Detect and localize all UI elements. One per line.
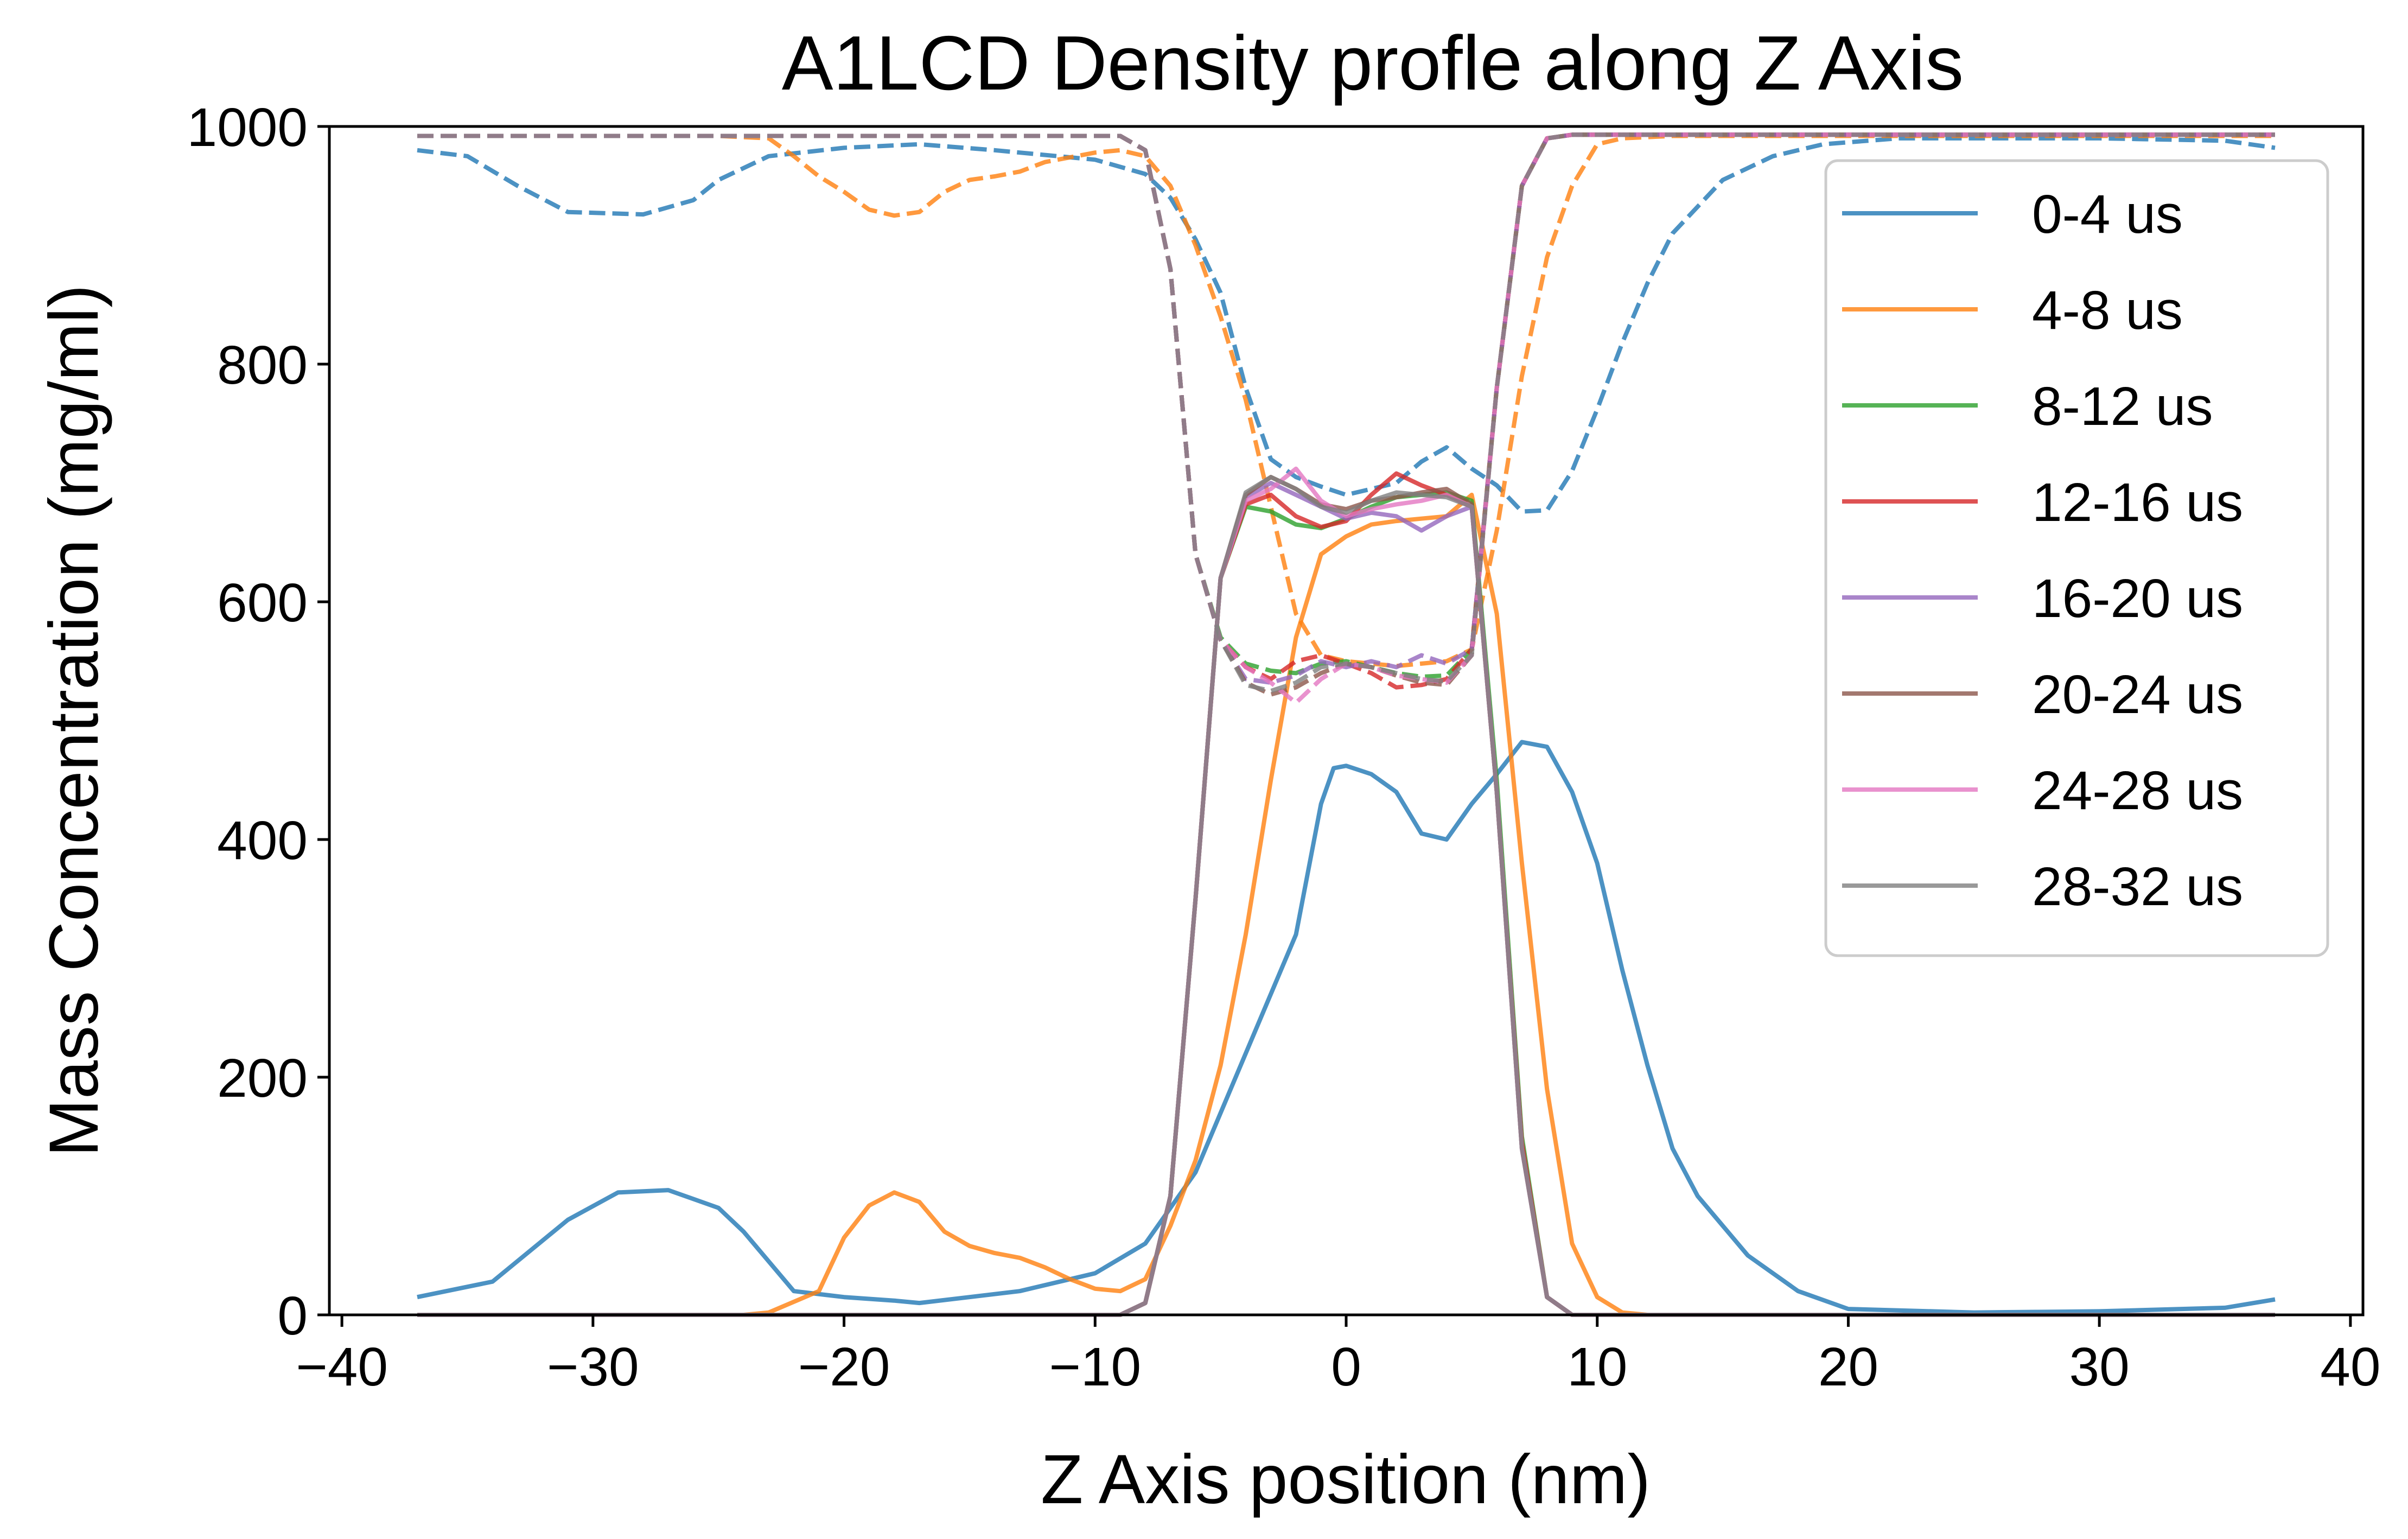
x-tick-label: −40 (296, 1337, 388, 1397)
legend-box (1824, 159, 2329, 957)
y-tick-label: 0 (277, 1286, 308, 1346)
x-tick-label: 20 (1818, 1337, 1878, 1397)
y-tick-label: 1000 (187, 97, 308, 158)
x-tick-label: −20 (798, 1337, 890, 1397)
series-line-0-4-us-solid (417, 740, 2276, 1315)
series-line-0-4-us-dashed (417, 136, 2276, 514)
series-line-28-32-us-dashed (417, 132, 2275, 694)
x-tick-label: −10 (1049, 1337, 1141, 1397)
x-tick-label: 40 (2320, 1337, 2380, 1397)
legend-label: 16-20 us (2032, 568, 2243, 629)
legend-label: 8-12 us (2032, 376, 2213, 437)
x-tick-label: 10 (1567, 1337, 1627, 1397)
x-tick-label: 30 (2069, 1337, 2130, 1397)
y-tick-label: 200 (217, 1048, 308, 1109)
y-axis-label: Mass Concentration (mg/ml) (35, 284, 113, 1157)
legend: 0-4 us 4-8 us 8-12 us 12-16 us 16-20 us 20-24… (1824, 159, 2329, 957)
y-tick-label: 400 (217, 810, 308, 871)
legend-label: 4-8 us (2032, 280, 2183, 341)
plot-lines (417, 132, 2276, 1317)
y-tick-label: 600 (217, 573, 308, 633)
chart-title: A1LCD Density profle along Z Axis (782, 20, 1964, 106)
series-line-4-8-us-dashed (417, 133, 2275, 669)
legend-label: 28-32 us (2032, 856, 2243, 917)
legend-label: 24-28 us (2032, 760, 2243, 821)
x-axis-label: Z Axis position (nm) (1041, 1441, 1651, 1518)
y-tick-label: 800 (217, 335, 308, 396)
series-line-28-32-us-solid (417, 475, 2275, 1317)
x-axis-ticks: −40 −30 −20 −10 0 10 20 30 40 (296, 1315, 2380, 1397)
legend-items: 0-4 us 4-8 us 8-12 us 12-16 us 16-20 us 20-24… (1842, 184, 2243, 917)
series-line-4-8-us-solid (417, 492, 2275, 1317)
x-tick-label: 0 (1331, 1337, 1361, 1397)
legend-label: 20-24 us (2032, 664, 2243, 725)
legend-label: 0-4 us (2032, 184, 2183, 245)
legend-label: 12-16 us (2032, 472, 2243, 533)
y-axis-ticks: 0 200 400 600 800 1000 (187, 97, 329, 1346)
x-tick-label: −30 (547, 1337, 639, 1397)
